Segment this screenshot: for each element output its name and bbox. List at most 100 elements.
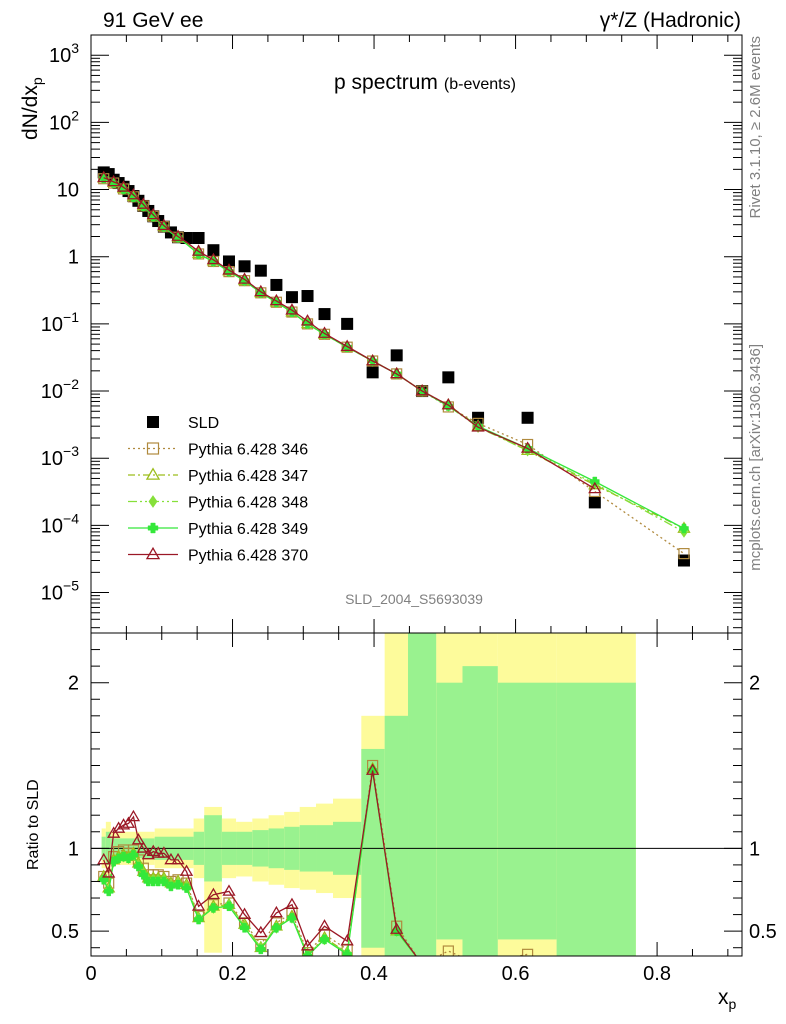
spectrum-series [97, 166, 691, 567]
mc-point-p370 [206, 252, 221, 265]
legend-label-p348: Pythia 6.428 348 [188, 495, 308, 512]
mc-point-p370 [171, 229, 185, 241]
mc-point-p349 [224, 266, 234, 277]
ratio-band-inner [384, 715, 409, 956]
ratio-y-tick-labels: 0.5 0.5 1 1 2 2 [51, 673, 777, 943]
spectrum-y-tick-label: 10−3 [41, 443, 79, 470]
legend-marker-p346 [146, 442, 160, 455]
ratio-line-p370 [103, 770, 417, 956]
sld-data-point [285, 291, 298, 304]
mc-point-p370 [588, 481, 602, 494]
legend-marker-p348 [148, 495, 158, 508]
ratio-band-inner [497, 682, 557, 940]
sld-data-point [442, 371, 455, 384]
mc-point-p349 [159, 222, 169, 232]
legend-entry-p349: Pythia 6.428 349 [128, 521, 308, 538]
x-tick-label: 0.2 [219, 963, 247, 985]
sld-data-point [207, 244, 220, 257]
spectrum-ticks [90, 34, 742, 956]
mc-point-p370 [520, 441, 535, 453]
spectrum-panel: 10−5 10−4 10−3 10−2 10−1 1 10 102 103 dN/dxp p s… [19, 34, 743, 956]
ratio-point-p349 [128, 850, 139, 860]
ratio-y-tick-label-left: 0.5 [51, 921, 79, 943]
spectrum-y-tick-label: 10−5 [41, 578, 79, 605]
mc-point-p370 [191, 244, 206, 256]
mc-point-p370 [366, 353, 380, 366]
sld-data-point [301, 290, 314, 303]
ratio-point-p349 [391, 926, 402, 936]
mc-point-p370 [97, 170, 111, 183]
sld-data-point [341, 317, 354, 330]
ratio-point-p349 [118, 851, 129, 862]
sld-data-point [521, 411, 534, 424]
mcplots-reference-label: mcplots.cern.ch [arXiv:1306.3436] [747, 344, 764, 571]
mc-point-p370 [269, 293, 284, 306]
ratio-point-p349 [302, 951, 313, 956]
mc-point-p370 [222, 263, 236, 275]
ratio-point-p349 [173, 880, 183, 890]
mc-point-p349 [138, 201, 149, 211]
mc-point-p370 [126, 187, 141, 200]
ratio-band-inner [436, 682, 463, 940]
sld-data-point [588, 496, 601, 509]
ratio-point-p370 [111, 821, 126, 833]
ratio-point-p370 [269, 905, 284, 918]
mc-point-p370 [107, 174, 121, 187]
spectrum-frame [90, 34, 743, 634]
ratio-point-p349 [159, 876, 169, 887]
ratio-point-p349 [133, 861, 144, 872]
spectrum-y-tick-label: 103 [49, 40, 79, 67]
ratio-point-p349 [256, 944, 266, 955]
ratio-point-p370 [390, 922, 404, 934]
spectrum-y-tick-label: 1 [68, 247, 79, 269]
ratio-point-p370 [102, 866, 116, 878]
ratio-point-p349 [208, 903, 219, 913]
x-tick-label: 0.4 [360, 963, 388, 985]
analysis-watermark: SLD_2004_S5693039 [345, 591, 483, 607]
ratio-point-p370 [366, 763, 380, 775]
spectrum-series-p370 [97, 170, 602, 494]
spectrum-line-p370 [103, 177, 596, 490]
ratio-point-p370 [157, 846, 171, 858]
header-process-label: γ*/Z (Hadronic) [600, 9, 741, 32]
legend-entry-p347: Pythia 6.428 347 [128, 467, 308, 485]
mc-point-p370 [146, 207, 160, 220]
spectrum-series-data [97, 166, 690, 567]
sld-data-point [222, 255, 235, 268]
ratio-point-p370 [206, 887, 221, 900]
mc-point-p370 [300, 314, 315, 326]
mc-point-p349 [239, 275, 250, 286]
ratio-point-p370 [300, 939, 315, 951]
ratio-point-p370 [222, 884, 236, 896]
spectrum-title: p spectrum (b-events) [334, 71, 516, 94]
ratio-point-p370 [126, 809, 141, 822]
ratio-point-p370 [171, 852, 185, 865]
sld-data-point [390, 349, 403, 362]
mc-point-p349 [118, 184, 129, 195]
legend-entry-p346: Pythia 6.428 346 [128, 442, 308, 459]
sld-data-point [192, 231, 205, 244]
legend-entry-data: SLD [147, 415, 219, 432]
spectrum-y-tick-label: 10−2 [41, 376, 79, 403]
ratio-series-p370 [97, 763, 417, 956]
ratio-band-inner [408, 633, 437, 956]
spectrum-y-axis-label: dN/dxp [19, 77, 45, 140]
legend-label-p349: Pythia 6.428 349 [188, 521, 308, 538]
ratio-point-p349 [319, 934, 330, 945]
rivet-version-label: Rivet 3.1.10, ≥ 2.6M events [747, 36, 764, 219]
ratio-point-p370 [97, 852, 111, 865]
ratio-point-p370 [191, 899, 206, 911]
mc-point-p370 [237, 272, 252, 284]
mc-point-p349 [128, 192, 139, 202]
spectrum-y-tick-label: 10−4 [41, 510, 79, 537]
ratio-point-p370 [285, 897, 299, 910]
sld-data-point [677, 554, 690, 567]
ratio-y-tick-label-right: 1 [749, 838, 760, 860]
ratio-ticks [91, 649, 742, 949]
ratio-panel: 0.5 0.5 1 1 2 2 0 0.2 0.4 0.6 0.8 Ratio to SLD xp [25, 632, 777, 1012]
x-tick-label: 0 [85, 963, 96, 985]
ratio-point-p346 [442, 945, 454, 956]
sld-data-point [254, 264, 267, 277]
legend-marker-p349 [147, 522, 159, 534]
spectrum-y-tick-labels: 10−5 10−4 10−3 10−2 10−1 1 10 102 103 [41, 40, 79, 604]
